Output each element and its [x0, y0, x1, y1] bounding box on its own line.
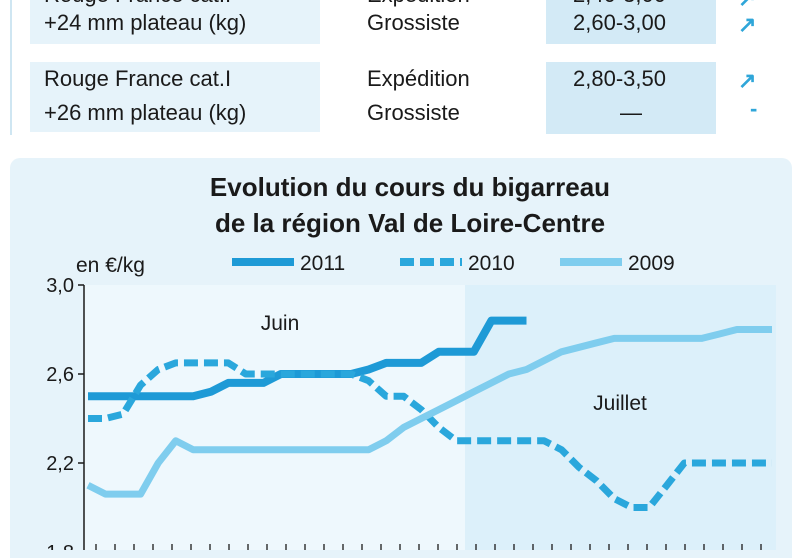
period-label-juillet: Juillet	[593, 392, 647, 415]
plot-area-juin	[84, 285, 465, 550]
y-tick-label: 2,6	[46, 364, 74, 386]
y-tick-label: 1,8	[46, 542, 74, 550]
table-left-rule	[10, 0, 12, 135]
row2-price1: 2,80-3,50	[573, 66, 666, 91]
row2-market2: Grossiste	[367, 100, 460, 125]
chart-title-line1: Evolution du cours du bigarreau	[210, 172, 610, 202]
plot-area-juillet	[465, 285, 776, 550]
legend-label-2009: 2009	[628, 252, 675, 275]
row1-price1: 2,40-3,00	[573, 0, 666, 12]
row1-product-cell	[30, 0, 320, 44]
legend-label-2011: 2011	[300, 252, 345, 275]
row2-trend2-dash-icon: -	[750, 96, 758, 121]
row1-market2: Grossiste	[367, 10, 460, 35]
y-tick-label: 2,2	[46, 453, 74, 475]
row1-price2: 2,60-3,00	[573, 10, 666, 35]
row1-price-cell	[546, 0, 716, 44]
series-line-2010	[88, 359, 772, 511]
row1-trend1-arrow-icon: ↗	[738, 0, 756, 12]
legend-label-2010: 2010	[468, 252, 515, 275]
period-label-juin: Juin	[261, 312, 300, 335]
row2-price-cell	[546, 62, 716, 134]
row1-trend2-arrow-icon: ↗	[738, 12, 757, 37]
row2-product-line2: +26 mm plateau (kg)	[44, 100, 247, 125]
row2-product-cell	[30, 62, 320, 132]
row2-price2: —	[620, 100, 642, 125]
row1-product-line1: Rouge France cat.I	[44, 0, 231, 12]
chart-title-line2: de la région Val de Loire-Centre	[215, 208, 605, 238]
row1-product-line2: +24 mm plateau (kg)	[44, 10, 247, 35]
row2-market1: Expédition	[367, 66, 470, 91]
row2-trend1-arrow-icon: ↗	[738, 68, 757, 93]
y-tick-label: 3,0	[46, 275, 74, 297]
price-table: Rouge France cat.I +24 mm plateau (kg) E…	[0, 0, 800, 135]
series-line-2009	[86, 326, 772, 498]
y-axis-label: en €/kg	[76, 254, 145, 277]
row2-product-line1: Rouge France cat.I	[44, 66, 232, 91]
row1-market1: Expédition	[367, 0, 470, 12]
